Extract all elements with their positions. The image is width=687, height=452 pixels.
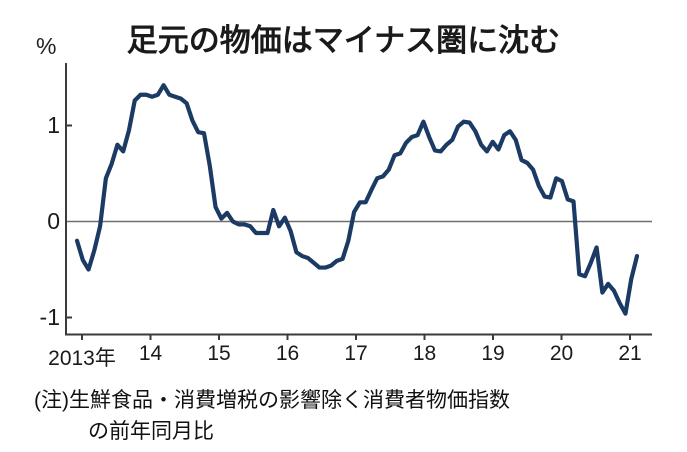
x-tick-label-2013: 2013年 — [48, 347, 116, 370]
x-tick-label-20: 20 — [549, 342, 574, 365]
chart-title: 足元の物価はマイナス圏に沈む — [126, 23, 561, 58]
x-tick-label-16: 16 — [275, 342, 300, 365]
x-tick-label-17: 17 — [344, 342, 368, 365]
x-tick-label-21: 21 — [618, 342, 642, 365]
cpi-data-line — [74, 83, 640, 316]
x-tick-label-19: 19 — [481, 342, 505, 365]
note-line-1: (注)生鮮食品・消費増税の影響除く消費者物価指数 — [34, 389, 510, 412]
x-tick-label-14: 14 — [138, 342, 163, 365]
y-tick-label-1: 1 — [47, 112, 60, 138]
x-tick-label-18: 18 — [412, 342, 437, 365]
note-line-2: の前年同月比 — [88, 420, 214, 443]
x-tick-label-15: 15 — [207, 342, 231, 365]
y-tick-label-minus1: -1 — [39, 304, 60, 330]
y-axis-unit-label: % — [36, 33, 57, 59]
y-tick-label-0: 0 — [47, 208, 60, 234]
